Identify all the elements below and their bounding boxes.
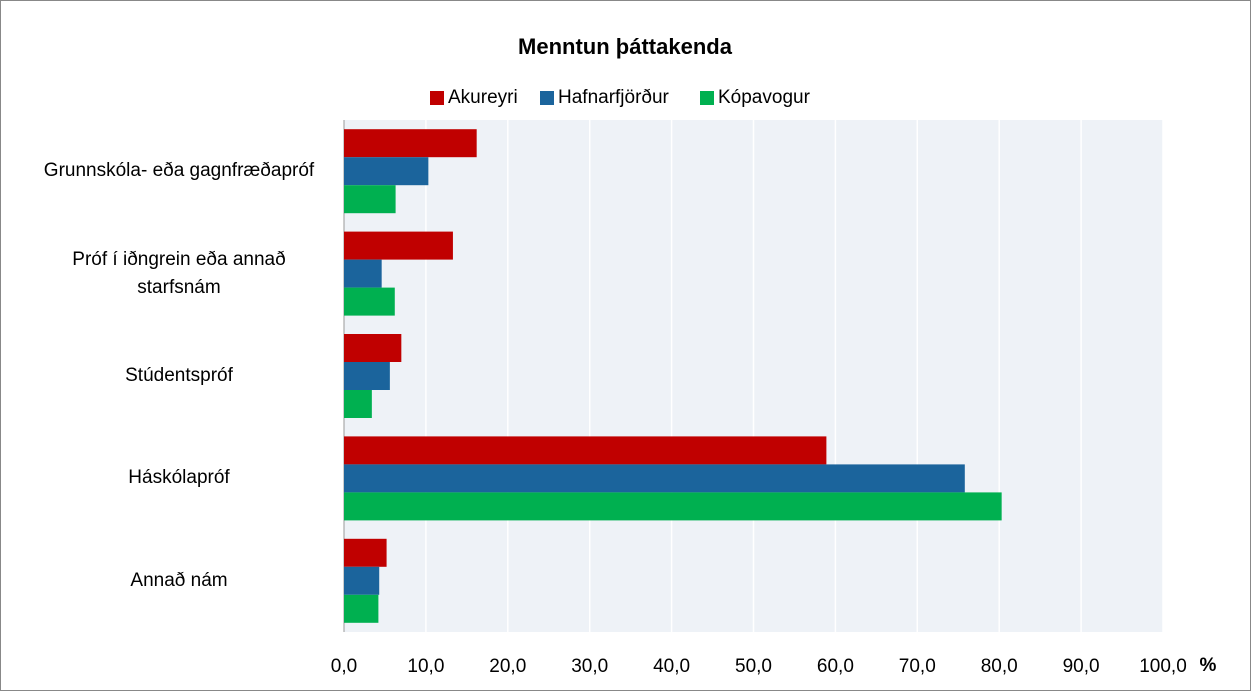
legend-label: Akureyri bbox=[448, 87, 518, 108]
bar bbox=[344, 287, 395, 316]
x-tick-label: 0,0 bbox=[331, 656, 357, 677]
legend-label: Kópavogur bbox=[718, 87, 811, 108]
legend-swatch bbox=[430, 91, 444, 105]
bar bbox=[344, 538, 387, 567]
bar bbox=[344, 129, 477, 158]
bar bbox=[344, 334, 402, 362]
chart-title: Menntun þáttakenda bbox=[518, 34, 733, 59]
y-tick-label: Próf í iðngrein eða annað starfsnám bbox=[72, 248, 286, 298]
legend-swatch bbox=[540, 91, 554, 105]
x-axis-label: % bbox=[1200, 655, 1217, 676]
bar bbox=[344, 492, 1002, 521]
bar bbox=[344, 464, 965, 493]
x-tick-label: 40,0 bbox=[653, 656, 690, 677]
x-tick-label: 30,0 bbox=[571, 656, 608, 677]
bar bbox=[344, 157, 429, 186]
bar bbox=[344, 231, 453, 260]
bar bbox=[344, 594, 379, 623]
x-tick-label: 90,0 bbox=[1063, 656, 1100, 677]
x-tick-label: 10,0 bbox=[407, 656, 444, 677]
x-tick-label: 70,0 bbox=[899, 656, 936, 677]
bar bbox=[344, 259, 382, 288]
x-tick-label: 80,0 bbox=[981, 656, 1018, 677]
bar bbox=[344, 390, 372, 418]
x-tick-label: 20,0 bbox=[489, 656, 526, 677]
bar bbox=[344, 185, 396, 214]
legend-swatch bbox=[700, 91, 714, 105]
y-tick-label: Grunnskóla- eða gagnfræðapróf bbox=[43, 160, 315, 182]
legend-label: Hafnarfjörður bbox=[558, 87, 670, 108]
bar bbox=[344, 566, 380, 595]
y-tick-label: Háskólapróf bbox=[128, 467, 230, 489]
y-tick-label: Stúdentspróf bbox=[125, 365, 233, 386]
x-tick-label: 100,0 bbox=[1139, 656, 1187, 677]
bar bbox=[344, 436, 827, 465]
x-tick-label: 50,0 bbox=[735, 656, 772, 677]
y-tick-label: Annað nám bbox=[130, 569, 228, 591]
x-tick-label: 60,0 bbox=[817, 656, 854, 677]
bar bbox=[344, 362, 390, 390]
